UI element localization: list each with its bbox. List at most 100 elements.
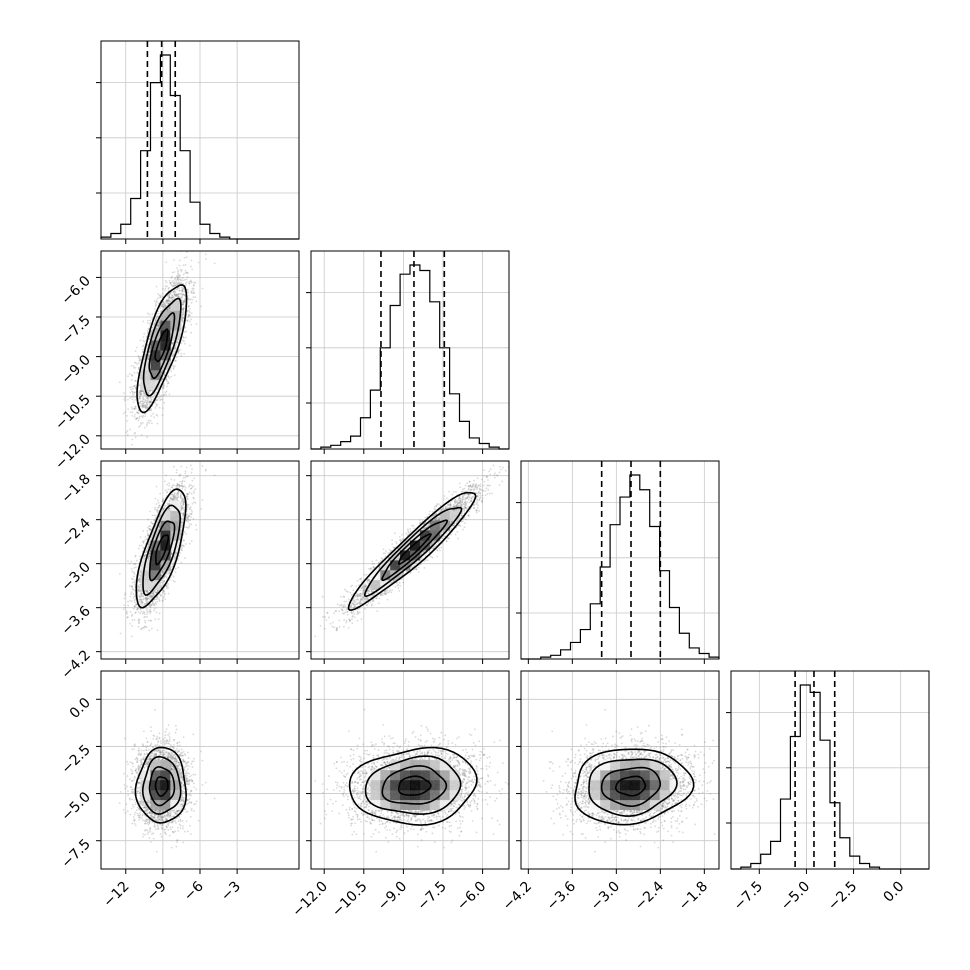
scatter-point [139, 391, 142, 393]
scatter-point [180, 269, 183, 271]
scatter-point [120, 455, 122, 457]
scatter-point [177, 275, 179, 278]
scatter-point [126, 415, 128, 417]
scatter-point [127, 398, 129, 401]
scatter-point [182, 264, 185, 267]
scatter-point [161, 293, 164, 295]
scatter-point [150, 414, 153, 417]
scatter-point [131, 619, 134, 621]
scatter-point [171, 294, 174, 297]
scatter-point [170, 296, 173, 299]
scatter-point [147, 397, 149, 400]
scatter-point [135, 418, 137, 420]
panel-2-0: −4.2−3.6−3.0−2.4−1.8 [58, 460, 300, 683]
scatter-point [190, 259, 193, 262]
scatter-point [179, 281, 181, 284]
scatter-point [168, 296, 171, 299]
scatter-point [155, 285, 158, 288]
scatter-point [166, 285, 168, 288]
scatter-point [179, 348, 182, 351]
scatter-point [140, 422, 142, 424]
scatter-point [135, 361, 137, 364]
scatter-point [146, 330, 149, 332]
scatter-point [168, 294, 171, 296]
scatter-point [153, 416, 155, 419]
scatter-point [188, 280, 191, 283]
scatter-point [170, 281, 173, 284]
scatter-point [162, 303, 165, 306]
scatter-point [133, 385, 136, 388]
scatter-point [154, 506, 156, 509]
scatter-point [146, 402, 148, 405]
scatter-point [174, 294, 176, 297]
scatter-point [175, 344, 178, 346]
scatter-point [155, 403, 158, 406]
scatter-point [149, 322, 152, 325]
scatter-point [163, 592, 166, 595]
scatter-point [146, 526, 149, 529]
scatter-point [158, 323, 161, 326]
scatter-point [168, 393, 171, 396]
scatter-point [148, 351, 151, 354]
scatter-point [169, 291, 172, 294]
scatter-point [132, 396, 135, 399]
scatter-point [137, 356, 140, 358]
scatter-point [178, 264, 181, 267]
scatter-point [150, 395, 152, 398]
ytick-label-1-2: −9.0 [58, 352, 93, 387]
scatter-point [139, 402, 142, 405]
scatter-point [131, 408, 133, 410]
scatter-point [167, 298, 170, 301]
scatter-point [142, 414, 144, 417]
scatter-point [131, 570, 134, 573]
scatter-point [134, 386, 137, 389]
scatter-point [147, 354, 150, 357]
scatter-point [148, 403, 151, 406]
scatter-point [147, 619, 150, 622]
contour-1-0-3 [136, 284, 188, 414]
scatter-point [172, 285, 175, 288]
scatter-point [185, 466, 188, 469]
scatter-point [142, 320, 145, 323]
scatter-point [157, 397, 160, 400]
scatter-point [143, 390, 146, 393]
panel-1-0: −12.0−10.5−9.0−7.5−6.0 [52, 250, 300, 473]
scatter-point [193, 287, 195, 290]
scatter-point [145, 397, 148, 400]
scatter-point [174, 278, 176, 281]
scatter-point [180, 270, 183, 273]
scatter-point [146, 421, 149, 424]
scatter-point [163, 289, 166, 292]
scatter-point [182, 293, 184, 296]
scatter-point [133, 385, 135, 388]
scatter-point [157, 499, 159, 502]
scatter-point [165, 378, 168, 380]
scatter-point [145, 401, 148, 404]
scatter-point [183, 340, 185, 343]
scatter-point [132, 390, 134, 393]
scatter-point [172, 284, 175, 287]
scatter-point [174, 365, 176, 368]
ytick-label-1-0: −12.0 [52, 431, 94, 473]
scatter-point [177, 350, 180, 353]
scatter-point [129, 391, 132, 394]
scatter-point [171, 296, 174, 299]
scatter-point [183, 256, 186, 259]
scatter-point [156, 328, 158, 330]
scatter-point [139, 612, 141, 615]
scatter-point [147, 391, 150, 394]
scatter-point [184, 470, 187, 473]
scatter-point [133, 415, 136, 418]
scatter-point [129, 411, 132, 414]
scatter-point [172, 342, 174, 345]
scatter-point [129, 585, 131, 587]
scatter-point [162, 387, 165, 390]
scatter-point [157, 501, 160, 504]
scatter-point [143, 426, 146, 429]
scatter-point [133, 366, 135, 369]
scatter-point [147, 419, 150, 422]
scatter-point [177, 276, 179, 279]
scatter-point [162, 303, 165, 305]
scatter-point [155, 405, 158, 408]
scatter-point [184, 557, 186, 560]
